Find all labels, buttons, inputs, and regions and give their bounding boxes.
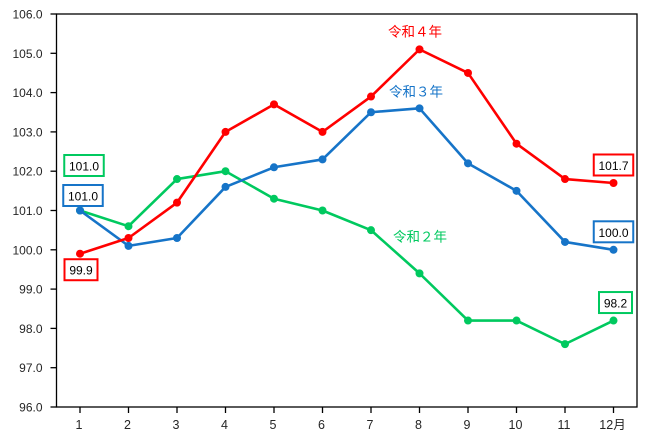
data-point [221,127,230,136]
data-point [173,234,181,243]
x-tick-label: 6 [318,418,325,432]
data-point [173,175,181,184]
x-tick-label: 4 [221,418,228,432]
y-tick-label: 96.0 [19,401,43,415]
point-label-box [592,153,635,177]
data-point [561,175,569,184]
x-tick-label: 10 [509,418,523,432]
data-point [512,186,521,195]
data-point [367,226,375,235]
data-point [221,167,230,176]
data-point [561,237,569,246]
y-tick-label: 106.0 [12,8,42,22]
data-point [270,194,278,203]
x-tick-label: 3 [173,418,180,432]
point-label-box [63,154,105,177]
data-point [173,198,181,207]
data-point [415,104,424,113]
data-point [318,155,327,164]
data-point [561,340,569,349]
y-tick-label: 102.0 [12,165,42,179]
point-label-box [62,184,104,207]
series-label: 令和３年 [389,85,443,100]
data-point [464,316,472,325]
data-point [124,222,133,231]
data-point [609,245,618,254]
data-point [367,108,375,117]
data-point [124,241,133,250]
series-label: 令和４年 [388,25,442,40]
point-label-text: 101.7 [598,159,628,173]
y-tick-label: 105.0 [12,47,42,61]
data-point [318,206,327,215]
series-line-3 [79,48,614,255]
x-tick-label: 12月 [599,418,625,432]
x-tick-label: 1 [76,418,83,432]
point-label-box [63,258,99,282]
y-tick-label: 103.0 [12,125,42,139]
x-tick-label: 7 [367,418,374,432]
data-point [464,68,472,77]
data-point [609,178,618,187]
data-point [221,182,230,191]
y-tick-label: 98.0 [19,322,43,336]
y-tick-label: 97.0 [19,361,43,375]
x-tick-label: 2 [124,418,131,432]
data-point [76,206,84,215]
series-label: 令和２年 [393,230,447,245]
data-point [415,269,424,278]
point-label-box [598,291,633,315]
x-tick-label: 8 [415,418,422,432]
y-tick-label: 99.0 [19,283,43,297]
data-point [270,100,278,109]
data-point [512,316,521,325]
data-point [609,316,618,325]
data-point [270,163,278,172]
y-tick-label: 104.0 [12,86,42,100]
x-tick-label: 5 [270,418,277,432]
point-label-text: 99.9 [69,264,93,278]
point-label-text: 101.0 [68,190,98,204]
data-point [464,159,472,168]
point-label-text: 100.0 [598,226,628,240]
data-point [415,45,424,54]
y-tick-label: 101.0 [12,204,42,218]
data-point [318,127,327,136]
point-label-text: 98.2 [604,297,628,311]
x-tick-label: 11 [558,418,571,432]
data-point [124,234,133,243]
data-point [76,249,84,258]
point-label-box [592,220,635,244]
series-line-2 [79,107,614,252]
data-point [512,139,521,148]
data-point [367,92,375,101]
x-tick-label: 9 [464,418,471,432]
series-line-1 [79,169,615,346]
y-tick-label: 100.0 [12,243,42,257]
point-label-text: 101.0 [69,160,99,174]
